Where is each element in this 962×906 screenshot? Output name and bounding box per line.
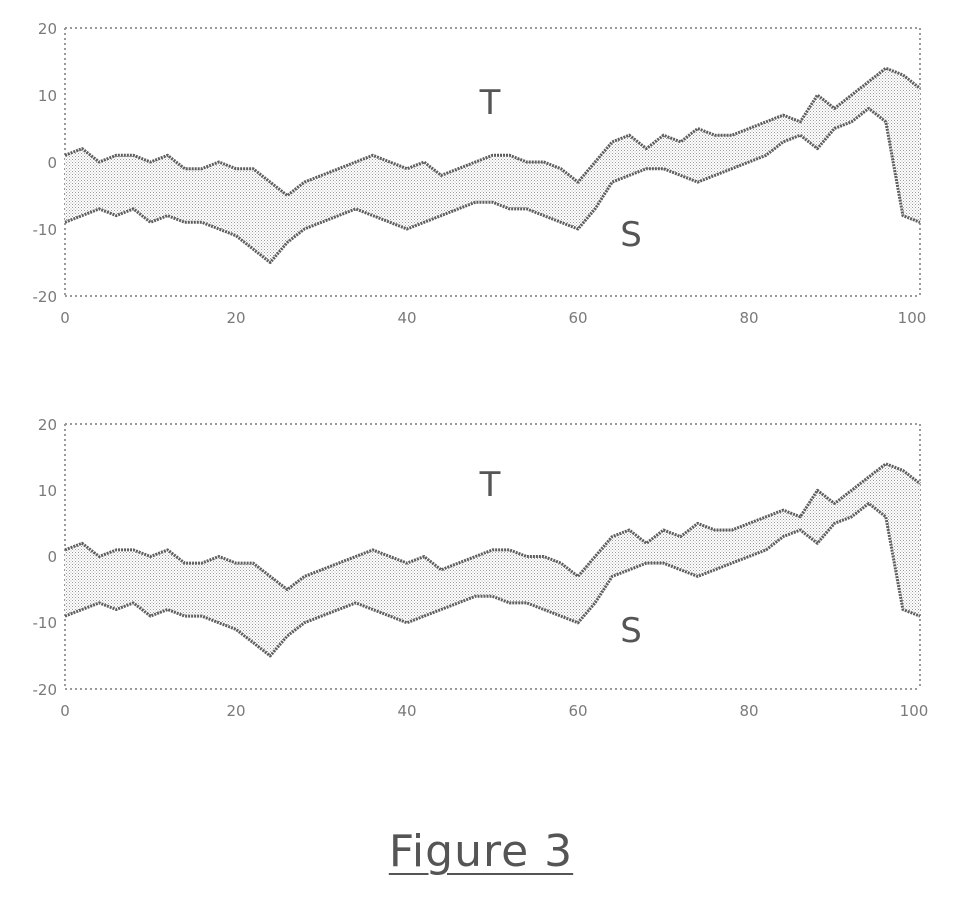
series-line-t: [64, 462, 921, 592]
x-tick-label: 0: [60, 309, 70, 327]
y-tick-label: 0: [47, 154, 57, 172]
x-tick-labels: 0 20 40 60 80 100: [60, 702, 928, 720]
y-tick-labels: 20 10 0 -10 -20: [33, 416, 58, 699]
figure-caption: Figure 3: [0, 826, 962, 877]
y-tick-label: 20: [38, 416, 57, 434]
series-label-t: T: [479, 83, 501, 123]
chart-bottom: 20 10 0 -10 -20 0 20 40 60 80 100 T S: [33, 416, 929, 720]
x-tick-label: 20: [226, 309, 245, 327]
y-tick-label: 10: [38, 87, 57, 105]
x-tick-label: 40: [397, 309, 416, 327]
y-tick-label: -20: [33, 681, 58, 699]
y-tick-label: -10: [33, 614, 58, 632]
x-tick-labels: 0 20 40 60 80 100: [60, 309, 926, 327]
x-tick-label: 60: [568, 702, 587, 720]
band-fill: [65, 68, 920, 263]
y-tick-label: 20: [38, 20, 57, 38]
x-tick-label: 80: [739, 309, 758, 327]
x-tick-label: 0: [60, 702, 70, 720]
x-tick-label: 40: [397, 702, 416, 720]
series-label-s: S: [620, 215, 642, 255]
x-tick-label: 100: [900, 702, 929, 720]
x-tick-label: 20: [226, 702, 245, 720]
series-line-s: [64, 106, 921, 264]
y-tick-labels: 20 10 0 -10 -20: [33, 20, 58, 306]
x-tick-label: 80: [739, 702, 758, 720]
plot-frame: [64, 423, 921, 690]
band-fill: [65, 463, 920, 656]
chart-top: 20 10 0 -10 -20 0 20 40 60 80 100 T S: [33, 20, 927, 327]
y-tick-label: 0: [47, 548, 57, 566]
y-tick-label: -20: [33, 288, 58, 306]
y-tick-label: -10: [33, 221, 58, 239]
figure-caption-text: Figure 3: [388, 826, 574, 877]
series-label-s: S: [620, 611, 642, 651]
y-tick-label: 10: [38, 482, 57, 500]
x-tick-label: 60: [568, 309, 587, 327]
series-line-s: [64, 502, 921, 658]
x-tick-label: 100: [898, 309, 927, 327]
series-label-t: T: [479, 465, 501, 505]
series-line-t: [64, 66, 921, 197]
